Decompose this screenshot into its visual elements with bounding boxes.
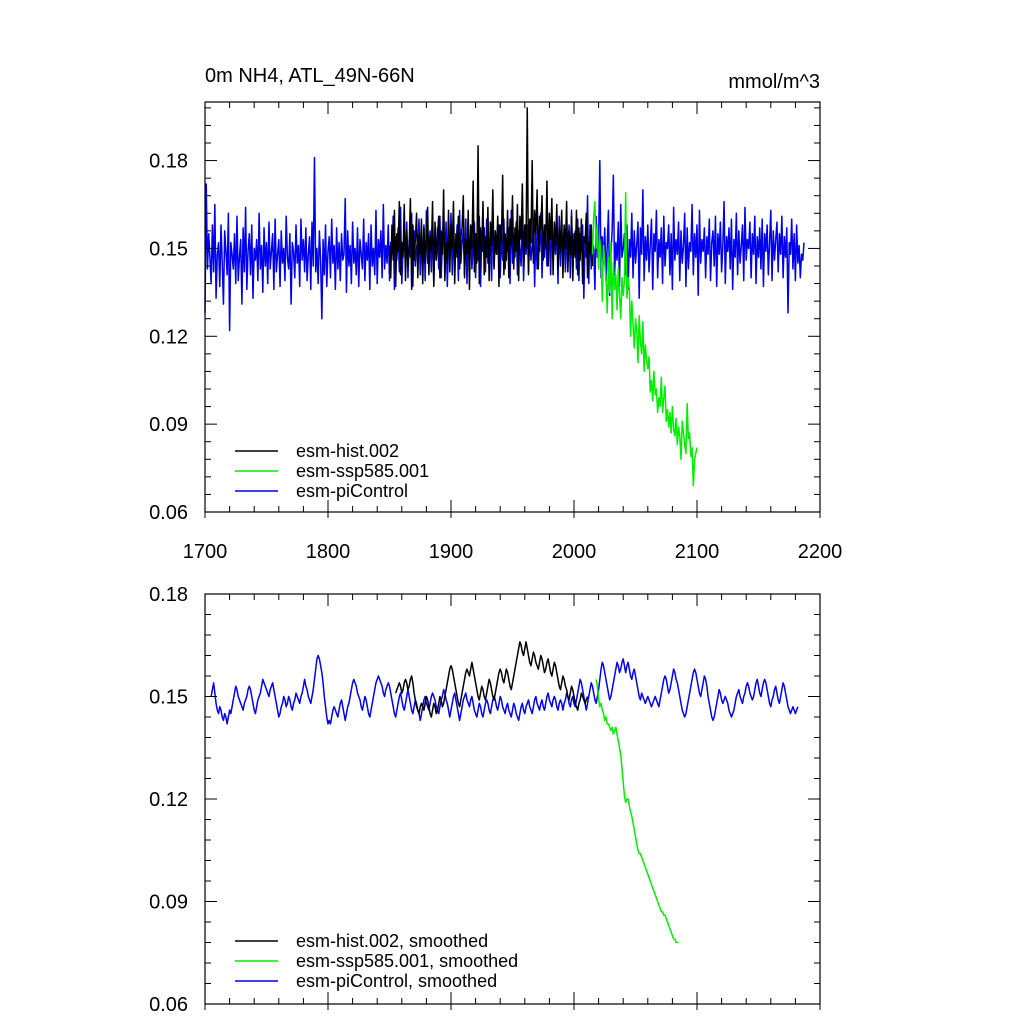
top-y-tick-label: 0.18 [149, 151, 188, 173]
bottom-y-tick-label: 0.06 [149, 994, 188, 1016]
bottom-series-esm-ssp585-001-smoothed [595, 679, 679, 944]
chart-title: 0m NH4, ATL_49N-66N [205, 65, 415, 87]
bottom-legend-label: esm-ssp585.001, smoothed [296, 951, 518, 971]
bottom-y-tick-label: 0.12 [149, 789, 188, 811]
bottom-series-esm-picontrol-smoothed [210, 654, 799, 725]
top-y-tick-label: 0.12 [149, 326, 188, 348]
bottom-legend-label: esm-piControl, smoothed [296, 971, 497, 991]
top-plot-frame [204, 101, 821, 513]
bottom-y-tick-label: 0.18 [149, 584, 188, 606]
top-x-tick-label: 2200 [798, 541, 843, 563]
bottom-panel: 0.06 0.09 0.12 0.15 0.18 esm-hist.002, smoot… [149, 584, 821, 1016]
top-y-tick-label: 0.06 [149, 502, 188, 524]
bottom-y-tick-label: 0.09 [149, 892, 188, 914]
top-series-esm-hist-002 [388, 107, 594, 291]
top-x-tick-label: 2000 [552, 541, 597, 563]
top-y-tick-label: 0.15 [149, 238, 188, 260]
top-y-tick-label: 0.09 [149, 414, 188, 436]
top-legend-label: esm-piControl [296, 481, 408, 501]
top-x-tick-label: 1900 [429, 541, 474, 563]
bottom-y-tick-label: 0.15 [149, 687, 188, 709]
top-legend-label: esm-hist.002 [296, 441, 399, 461]
top-series-esm-ssp585-001 [591, 192, 698, 487]
top-panel: 1700 1800 1900 2000 2100 2200 0.06 0.09 0.12 0.15… [149, 101, 843, 563]
top-x-tick-label: 1800 [306, 541, 351, 563]
bottom-legend-label: esm-hist.002, smoothed [296, 931, 488, 951]
chart-units: mmol/m^3 [728, 71, 820, 93]
bottom-series-esm-hist-002-smoothed [394, 641, 589, 718]
top-x-tick-label: 2100 [675, 541, 720, 563]
top-legend-label: esm-ssp585.001 [296, 461, 429, 481]
top-x-tick-label: 1700 [183, 541, 228, 563]
